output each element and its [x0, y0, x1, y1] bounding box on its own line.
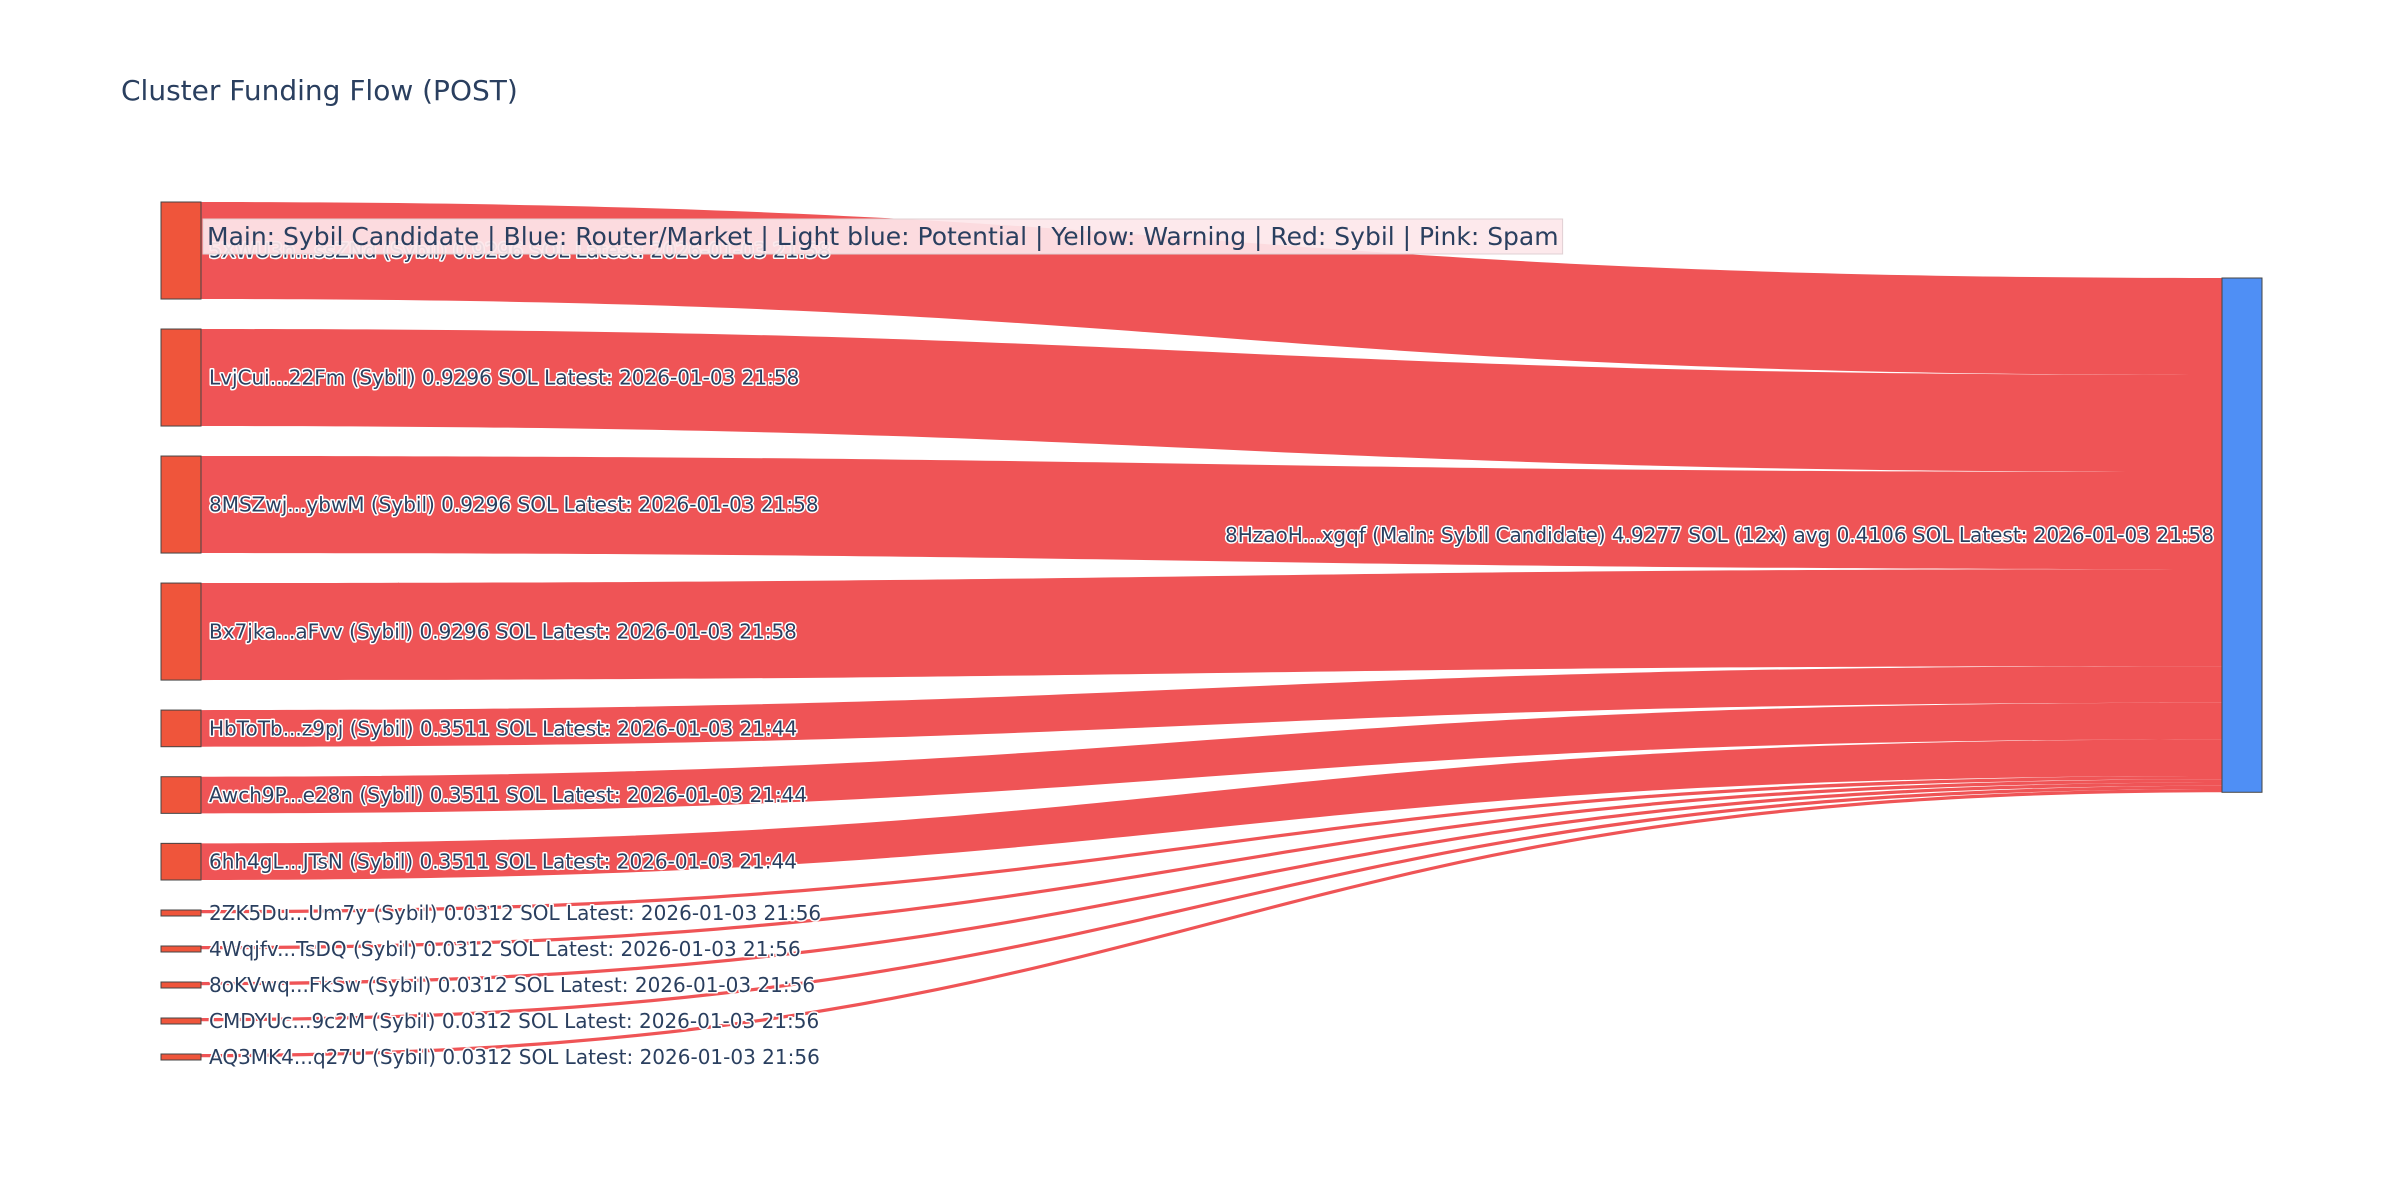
source-node[interactable] — [160, 201, 202, 300]
source-node[interactable] — [160, 945, 202, 953]
flow-link — [201, 782, 2222, 986]
legend-annotation: Main: Sybil Candidate | Blue: Router/Mar… — [202, 218, 1564, 255]
source-node[interactable] — [160, 981, 202, 989]
source-node-label: 4Wqjfv...TsDQ (Sybil) 0.0312 SOL Latest:… — [209, 937, 801, 961]
source-node-label: HbToTb...z9pj (Sybil) 0.3511 SOL Latest:… — [209, 716, 797, 740]
flow-link — [201, 456, 2222, 570]
flow-link — [201, 702, 2222, 814]
source-node[interactable] — [160, 328, 202, 427]
source-node-label: CMDYUc...9c2M (Sybil) 0.0312 SOL Latest:… — [209, 1009, 819, 1033]
chart-title: Cluster Funding Flow (POST) — [121, 74, 518, 107]
source-node[interactable] — [160, 909, 202, 917]
flow-link — [201, 739, 2222, 880]
source-node[interactable] — [160, 1053, 202, 1061]
flow-link — [201, 329, 2222, 473]
source-node-label: Bx7jka...aFvv (Sybil) 0.9296 SOL Latest:… — [209, 620, 797, 644]
flow-link — [201, 569, 2222, 681]
source-node-label: 6hh4gL...JTsN (Sybil) 0.3511 SOL Latest:… — [209, 850, 797, 874]
target-node-label: 8HzaoH...xgqf (Main: Sybil Candidate) 4.… — [1225, 523, 2214, 547]
labels-layer: 5XWU3n...ssZNd (Sybil) 0.9296 SOL Latest… — [208, 237, 2216, 1070]
source-node[interactable] — [160, 455, 202, 554]
nodes-layer — [160, 201, 2263, 1061]
flow-link — [201, 776, 2222, 914]
links-layer — [201, 202, 2222, 1058]
legend-background — [202, 218, 1564, 255]
flow-link — [201, 789, 2222, 1058]
flow-link — [201, 666, 2222, 747]
source-node-label: 2ZK5Du...Um7y (Sybil) 0.0312 SOL Latest:… — [209, 901, 821, 925]
source-node[interactable] — [160, 842, 202, 881]
flow-link — [201, 779, 2222, 950]
source-node-label: 8oKVwq...FkSw (Sybil) 0.0312 SOL Latest:… — [209, 973, 815, 997]
flow-link — [201, 785, 2222, 1022]
target-node[interactable] — [2221, 277, 2263, 793]
source-node-label: Awch9P...e28n (Sybil) 0.3511 SOL Latest:… — [209, 783, 807, 807]
source-node-label: LvjCui...22Fm (Sybil) 0.9296 SOL Latest:… — [209, 366, 799, 390]
source-node-label: 8MSZwj...ybwM (Sybil) 0.9296 SOL Latest:… — [209, 493, 819, 517]
source-node[interactable] — [160, 709, 202, 748]
source-node-label: AQ3MK4...q27U (Sybil) 0.0312 SOL Latest:… — [209, 1045, 820, 1069]
source-node[interactable] — [160, 776, 202, 814]
legend-text: Main: Sybil Candidate | Blue: Router/Mar… — [207, 222, 1559, 251]
source-node[interactable] — [160, 1017, 202, 1025]
source-node[interactable] — [160, 582, 202, 681]
